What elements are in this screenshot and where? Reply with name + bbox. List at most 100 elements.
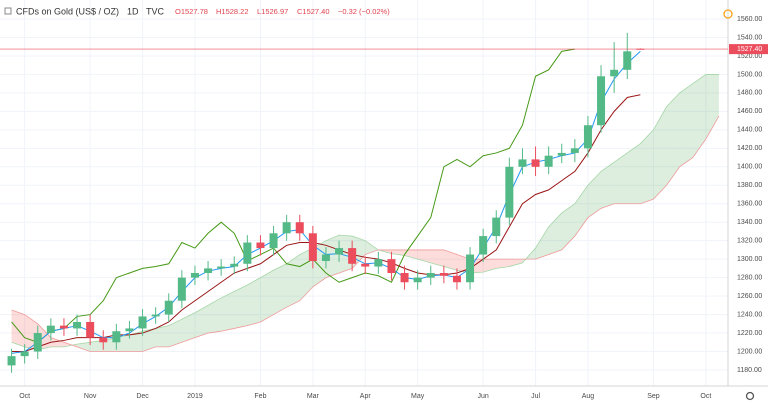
y-tick-label: 1460.00	[737, 108, 762, 115]
y-tick-label: 1420.00	[737, 145, 762, 152]
x-tick-label: Oct	[700, 393, 711, 400]
candle-body	[295, 222, 304, 234]
candle-body	[33, 333, 42, 352]
plot	[7, 32, 720, 373]
candle-body	[610, 69, 619, 77]
cloud	[391, 249, 405, 256]
cloud	[234, 285, 248, 329]
candle-body	[400, 273, 409, 283]
candle-body	[59, 325, 68, 329]
candle-body	[7, 356, 16, 366]
x-tick-label: May	[411, 393, 425, 400]
y-tick-label: 1220.00	[737, 330, 762, 337]
y-tick-label: 1280.00	[737, 274, 762, 281]
candle-body	[348, 248, 357, 264]
candle-body	[73, 321, 82, 329]
y-tick-label: 1180.00	[737, 367, 762, 374]
x-tick-label: Feb	[254, 393, 266, 400]
candle-body	[335, 248, 344, 255]
cloud	[260, 270, 274, 322]
candle-body	[177, 277, 186, 301]
x-tick-label: 2019	[187, 393, 203, 400]
cloud	[273, 263, 287, 315]
candle-body	[570, 148, 579, 153]
candle-body	[20, 351, 29, 357]
candle-body	[86, 321, 95, 338]
cloud	[168, 319, 182, 347]
high: H1528.22	[216, 7, 249, 16]
settings-icon[interactable]	[745, 391, 755, 401]
cloud	[692, 74, 706, 158]
grid	[0, 0, 728, 386]
collapse-icon[interactable]	[4, 7, 12, 15]
x-tick-label: Aug	[582, 393, 595, 400]
y-tick-label: 1560.00	[737, 16, 762, 23]
cloud	[50, 337, 64, 347]
y-tick-label: 1300.00	[737, 256, 762, 263]
candle-body	[452, 275, 461, 283]
y-tick-label: 1480.00	[737, 90, 762, 97]
candle-body	[99, 337, 108, 343]
y-tick-label: 1360.00	[737, 201, 762, 208]
y-tick-label: 1380.00	[737, 182, 762, 189]
cloud	[483, 259, 497, 273]
candle-body	[138, 316, 147, 329]
open: O1527.78	[175, 7, 208, 16]
legend-header: CFDs on Gold (US$ / OZ) 1D TVC O1527.78 …	[4, 6, 390, 16]
candle-body	[426, 273, 435, 278]
x-tick-label: Mar	[307, 393, 320, 400]
cloud	[155, 325, 169, 347]
candle-body	[361, 263, 370, 267]
cloud	[142, 328, 156, 352]
cloud	[535, 226, 549, 260]
candle-body	[544, 155, 553, 167]
x-tick-label: Apr	[360, 393, 372, 400]
cloud	[561, 203, 575, 250]
chikou-line	[11, 48, 575, 343]
candle-body	[479, 236, 488, 255]
candle-body	[243, 242, 252, 264]
cloud	[627, 143, 641, 204]
candle-body	[125, 328, 134, 332]
candle-body	[557, 152, 566, 156]
candle-body	[308, 233, 317, 262]
candle-body	[217, 266, 226, 269]
x-tick-label: Sep	[647, 393, 660, 400]
cloud	[679, 83, 693, 167]
cloud	[430, 249, 444, 267]
cloud	[574, 185, 588, 237]
candle-body	[439, 273, 448, 276]
cloud	[417, 249, 431, 263]
cloud	[286, 254, 300, 308]
cloud	[705, 74, 719, 140]
cloud	[90, 340, 104, 352]
y-tick-label: 1320.00	[737, 238, 762, 245]
cloud	[221, 291, 235, 332]
candle-body	[321, 254, 330, 262]
cloud	[640, 129, 654, 204]
candle-body	[466, 254, 475, 283]
candle-body	[256, 242, 265, 249]
candle-body	[112, 331, 121, 343]
candle-body	[269, 233, 278, 249]
y-tick-label: 1540.00	[737, 34, 762, 41]
symbol: CFDs on Gold (US$ / OZ)	[16, 6, 119, 16]
close: C1527.40	[297, 7, 330, 16]
cloud	[325, 235, 340, 278]
y-tick-label: 1340.00	[737, 219, 762, 226]
cloud	[77, 342, 91, 352]
cloud	[653, 106, 667, 200]
candle-body	[151, 314, 160, 317]
span-b-line	[11, 115, 720, 352]
cloud	[587, 171, 602, 218]
candle-body	[623, 51, 632, 70]
candle-body	[505, 166, 514, 218]
x-tick-label: Oct	[19, 393, 30, 400]
x-tick-label: Nov	[84, 393, 97, 400]
candle-body	[374, 259, 383, 267]
alert-icon[interactable]	[723, 9, 733, 19]
candle-body	[46, 325, 55, 334]
source: TVC	[146, 6, 165, 16]
candle-body	[583, 125, 592, 149]
candle-body	[387, 259, 396, 274]
